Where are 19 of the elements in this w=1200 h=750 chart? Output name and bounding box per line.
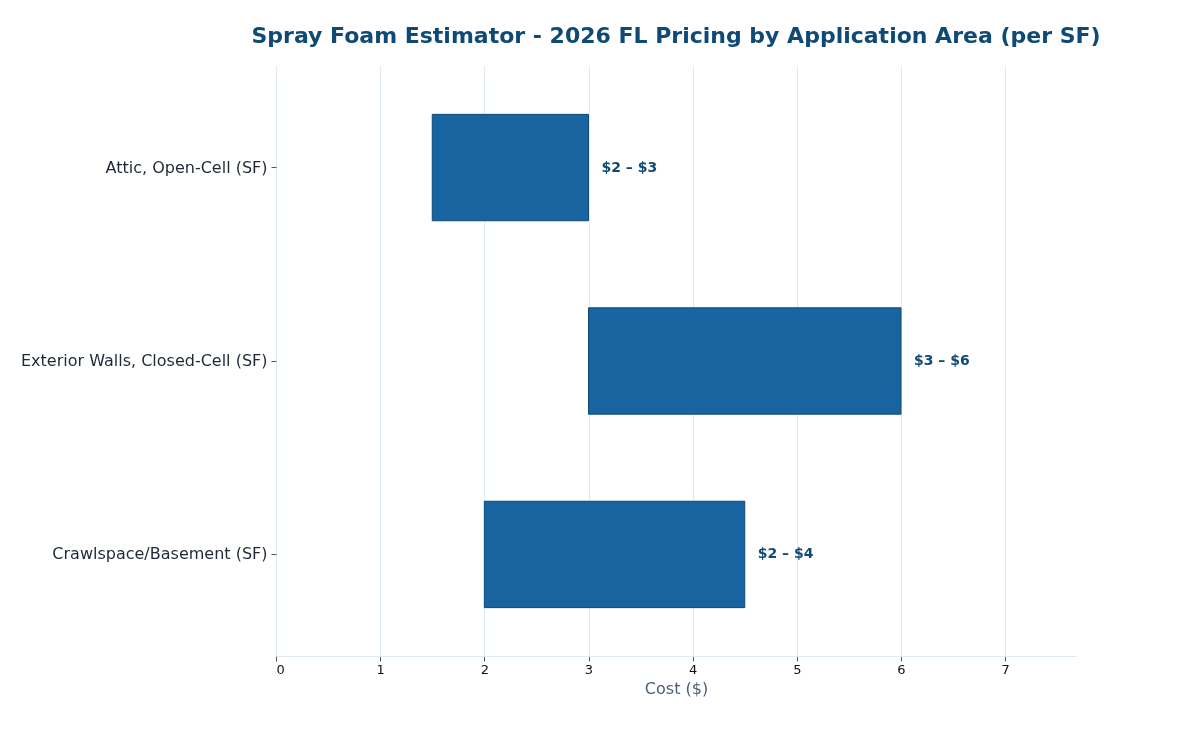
bar — [431, 113, 589, 222]
bar — [588, 307, 902, 415]
bar — [483, 500, 746, 609]
chart-title: Spray Foam Estimator - 2026 FL Pricing by Application Area (per SF) — [251, 23, 1101, 48]
text: $3 – $6 — [914, 352, 970, 368]
x-tick-label: 2 — [480, 661, 489, 677]
y-tick-label: Attic, Open-Cell (SF) — [105, 157, 268, 177]
x-tick-label: 1 — [376, 661, 385, 677]
x-tick-label: 4 — [689, 661, 698, 677]
text: $2 – $4 — [757, 545, 814, 562]
x-tick-label: 6 — [897, 661, 906, 677]
y-tick-label: Exterior Walls, Closed-Cell (SF) — [20, 351, 268, 370]
x-tick-label: 7 — [1001, 661, 1010, 677]
text: $2 – $3 — [601, 158, 658, 175]
x-tick-label: 3 — [584, 661, 594, 677]
x-axis-title: Cost ($) — [644, 678, 709, 698]
x-tick-label: 0 — [276, 661, 285, 677]
y-tick-label: Crawlspace/Basement (SF) — [52, 544, 268, 564]
x-tick-label: 5 — [793, 661, 802, 677]
